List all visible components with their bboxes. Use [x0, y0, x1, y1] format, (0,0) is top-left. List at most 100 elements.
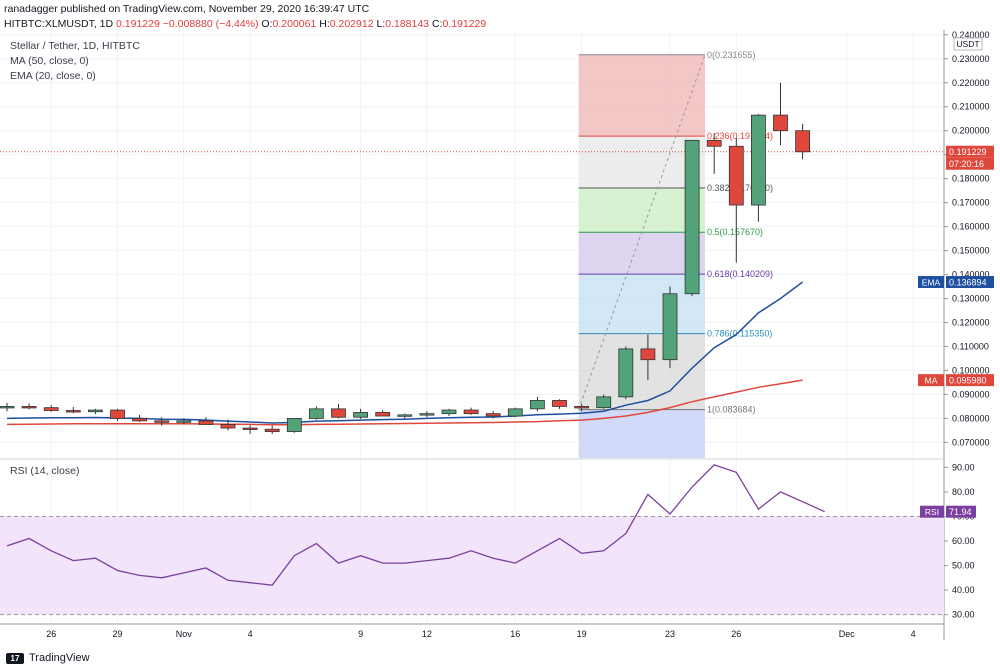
rsi-tick-label: 80.00	[952, 487, 975, 497]
chart-header: ranadagger published on TradingView.com,…	[4, 2, 486, 32]
low-value: 0.188143	[385, 18, 430, 30]
indicator-legend: Stellar / Tether, 1D, HITBTC MA (50, clo…	[10, 39, 140, 84]
time-tick-label: 4	[911, 629, 916, 639]
low-label: L:	[376, 18, 386, 30]
price-change: −0.008880 (−4.44%)	[162, 18, 259, 30]
candle-body[interactable]	[596, 396, 612, 409]
candle-body[interactable]	[728, 145, 744, 206]
time-tick-label: 9	[358, 629, 363, 639]
indicator-tag-prefix	[918, 276, 944, 289]
candle-body[interactable]	[507, 408, 523, 417]
fib-zone	[578, 187, 705, 233]
open-value: 0.200061	[272, 18, 317, 30]
fib-level-label: 0.618(0.140209)	[707, 269, 773, 279]
time-tick-label: 16	[510, 629, 520, 639]
fib-zone	[578, 409, 705, 458]
time-tick-label: 23	[665, 629, 675, 639]
candle-body[interactable]	[574, 406, 589, 409]
candle-body[interactable]	[308, 408, 324, 419]
candle-body[interactable]	[21, 406, 37, 409]
candle-body[interactable]	[552, 400, 567, 407]
price-tick-label: 0.090000	[952, 389, 990, 399]
price-tick-label: 0.200000	[952, 126, 990, 136]
ema-legend[interactable]: EMA (20, close, 0)	[10, 70, 96, 82]
time-tick-label: 19	[577, 629, 587, 639]
price-tick-label: 0.140000	[952, 270, 990, 280]
candle-body[interactable]	[773, 114, 788, 132]
symbol-label[interactable]: HITBTC:XLMUSDT, 1D	[4, 18, 114, 30]
candle-body[interactable]	[132, 418, 148, 422]
candle-body[interactable]	[618, 348, 634, 398]
candle-body[interactable]	[43, 407, 59, 411]
candle-body[interactable]	[110, 409, 125, 419]
candle-body[interactable]	[463, 409, 479, 415]
candle-body[interactable]	[65, 410, 81, 413]
price-tag	[946, 145, 994, 158]
fib-level-label: 0.236(0.197734)	[707, 131, 773, 141]
fib-level-label: 0(0.231655)	[707, 50, 756, 60]
candle-body[interactable]	[198, 420, 214, 425]
candle-body[interactable]	[331, 408, 346, 418]
time-tick-label: Dec	[839, 629, 856, 639]
candle-body[interactable]	[684, 139, 700, 295]
price-tick-label: 0.180000	[952, 174, 990, 184]
rsi-legend[interactable]: RSI (14, close)	[10, 465, 80, 477]
indicator-tag-prefix-text: MA	[925, 376, 938, 386]
candle-body[interactable]	[353, 412, 369, 418]
indicator-tag-prefix	[918, 374, 944, 387]
price-tick-label: 0.240000	[952, 30, 990, 40]
price-tick-label: 0.130000	[952, 294, 990, 304]
price-tick-label: 0.230000	[952, 54, 990, 64]
candle-body[interactable]	[286, 418, 302, 433]
time-tick-label: 26	[46, 629, 56, 639]
last-price: 0.191229	[116, 18, 160, 30]
candle-body[interactable]	[220, 424, 236, 429]
candle-body[interactable]	[176, 420, 192, 423]
candle-body[interactable]	[88, 409, 103, 413]
candle-body[interactable]	[154, 420, 170, 423]
tradingview-logo-icon: 17	[6, 652, 24, 664]
fib-zone	[578, 232, 705, 275]
candle-body[interactable]	[264, 428, 280, 433]
time-tick-label: 29	[112, 629, 122, 639]
candle-body[interactable]	[419, 413, 435, 416]
candle-body[interactable]	[397, 414, 413, 417]
time-tick-label: 4	[248, 629, 253, 639]
price-tag-value: 0.136894	[949, 278, 987, 288]
candle-body[interactable]	[751, 114, 766, 206]
rsi-tag-prefix	[920, 505, 944, 518]
rsi-tick-label: 50.00	[952, 561, 975, 571]
tradingview-footer[interactable]: 17 TradingView	[6, 652, 90, 664]
time-tick-label: 12	[422, 629, 432, 639]
countdown-tag	[946, 157, 994, 170]
candle-body[interactable]	[242, 427, 258, 430]
candle-body[interactable]	[0, 406, 15, 409]
candle-body[interactable]	[485, 413, 501, 417]
candle-body[interactable]	[441, 409, 457, 415]
candle-body[interactable]	[795, 130, 810, 153]
countdown-text: 07:20:16	[949, 159, 984, 169]
candle-body[interactable]	[375, 412, 391, 417]
price-tick-label: 0.170000	[952, 198, 990, 208]
fib-zone	[578, 136, 705, 188]
candle-body[interactable]	[706, 139, 722, 147]
candle-body[interactable]	[530, 400, 545, 410]
high-value: 0.202912	[329, 18, 374, 30]
currency-badge	[953, 37, 983, 51]
candle-body[interactable]	[640, 348, 656, 361]
brand-name: TradingView	[29, 652, 90, 664]
publish-line: ranadagger published on TradingView.com,…	[4, 3, 370, 15]
price-tag-value: 0.191229	[949, 147, 987, 157]
fib-level-label: 1(0.083684)	[707, 405, 756, 415]
rsi-tick-label: 40.00	[952, 585, 975, 595]
ma-legend[interactable]: MA (50, close, 0)	[10, 55, 89, 67]
price-tag-value: 0.095980	[949, 376, 987, 386]
fib-level-label: 0.5(0.157670)	[707, 227, 763, 237]
fib-zone	[578, 54, 705, 137]
rsi-tick-label: 90.00	[952, 462, 975, 472]
price-tick-label: 0.070000	[952, 437, 990, 447]
chart-title[interactable]: Stellar / Tether, 1D, HITBTC	[10, 40, 140, 52]
candle-body[interactable]	[662, 293, 678, 361]
currency-label: USDT	[956, 39, 979, 49]
